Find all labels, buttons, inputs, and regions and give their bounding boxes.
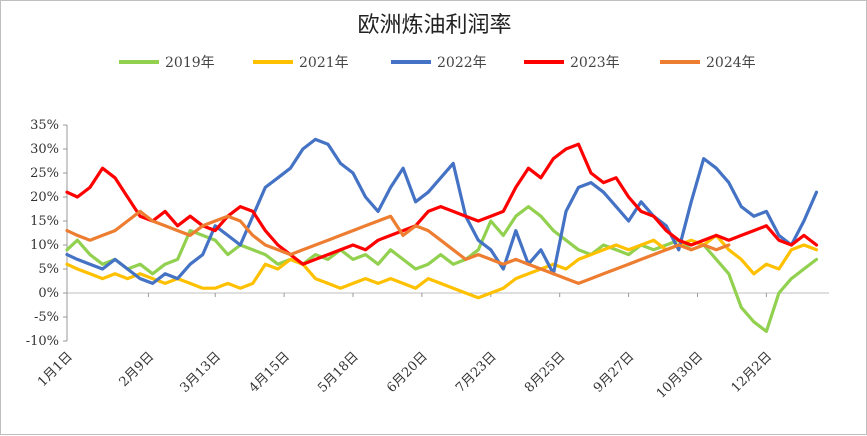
x-tick-label: 9月27日: [591, 349, 638, 396]
x-tick-label: 6月20日: [384, 349, 431, 396]
y-tick-label: 0%: [38, 286, 59, 301]
x-tick-label: 12月2日: [729, 349, 776, 396]
legend-label: 2022年: [437, 55, 487, 71]
legend-label: 2021年: [299, 55, 349, 71]
legend-label: 2024年: [706, 55, 756, 71]
series-lines: [65, 137, 819, 333]
chart-title: 欧洲炼油利润率: [357, 13, 512, 38]
y-tick-label: 10%: [30, 238, 59, 253]
x-tick-label: 7月23日: [453, 349, 500, 396]
legend-label: 2023年: [570, 55, 620, 71]
series-line-2: [65, 233, 819, 300]
legend-label: 2019年: [165, 55, 215, 71]
x-tick-label: 1月1日: [35, 349, 76, 390]
legend: 2019年 2021年 2022年 2023年 2024年: [119, 55, 756, 71]
y-tick-label: 5%: [38, 262, 59, 277]
y-tick-label: 35%: [30, 118, 59, 133]
x-tick-label: 4月15日: [246, 349, 293, 396]
series-line-4: [65, 142, 819, 266]
x-tick-label: 10月30日: [654, 349, 706, 401]
x-tick-label: 3月13日: [178, 349, 225, 396]
y-tick-label: 30%: [30, 142, 59, 157]
x-tick-label: 8月25日: [522, 349, 569, 396]
y-tick-label: 15%: [30, 214, 59, 229]
y-tick-label: 20%: [30, 190, 59, 205]
y-tick-label: -10%: [26, 334, 59, 349]
series-line-5: [65, 209, 731, 285]
y-tick-label: -5%: [34, 310, 59, 325]
x-tick-label: 5月18日: [315, 349, 362, 396]
series-line-3: [65, 137, 819, 285]
x-tick-label: 2月9日: [117, 349, 158, 390]
y-tick-label: 25%: [30, 166, 59, 181]
